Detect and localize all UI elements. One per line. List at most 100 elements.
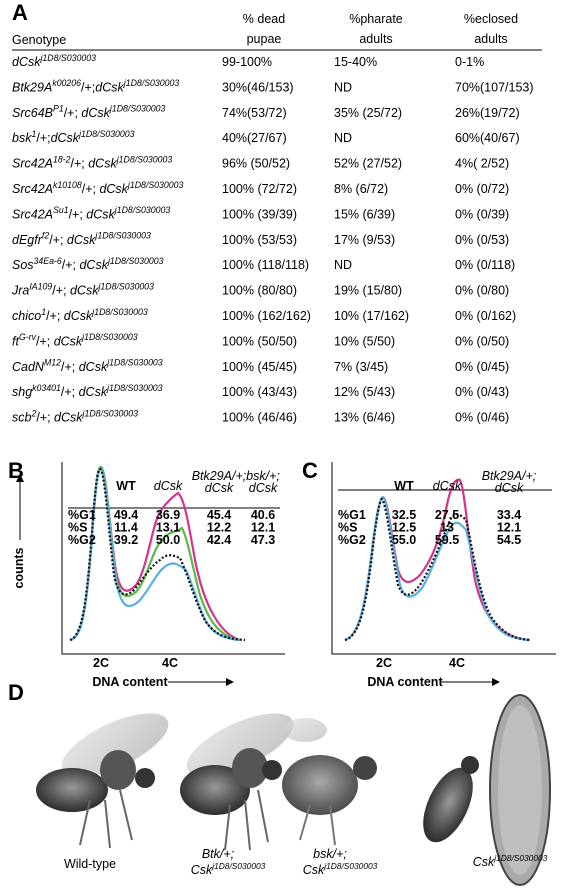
genotype: JraIA109/+; dCskj1D8/S030003: [11, 281, 154, 297]
text-segment: ft: [12, 334, 19, 348]
cell: 0% (0/72): [455, 182, 509, 196]
cell: 13% (6/46): [334, 411, 395, 425]
cell: 26%(19/72): [455, 106, 520, 120]
cell: 19% (15/80): [334, 284, 402, 298]
text-segment: j1D8/S030003: [82, 408, 139, 418]
genotype: Src42Ak10108/+; dCskj1D8/S030003: [12, 180, 184, 196]
column-header: Btk29A/+;: [192, 469, 247, 483]
cell: 42.4: [207, 533, 231, 547]
cell: 32.5: [392, 508, 416, 522]
cell: 0% (0/162): [455, 309, 516, 323]
column-header: %pharate: [349, 12, 403, 26]
fly-legs: [79, 789, 133, 849]
text-segment: Src42A: [12, 157, 53, 171]
text-segment: dEgfr: [12, 233, 43, 247]
text-segment: /+;: [36, 131, 50, 145]
text-segment: 18-2: [53, 154, 71, 164]
cell: 12.1: [497, 521, 521, 535]
cell: ND: [334, 80, 352, 94]
text-segment: G-rv: [19, 332, 37, 342]
text-segment: j1D8/S030003: [123, 78, 180, 88]
text-segment: P1: [53, 104, 64, 114]
text-segment: j1D8/S030003: [323, 861, 377, 871]
text-segment: chico: [12, 309, 41, 323]
fly-head: [461, 756, 479, 774]
x-tick-label: 2C: [376, 656, 392, 670]
panel-label: B: [8, 458, 24, 483]
cell: 8% (6/72): [334, 182, 388, 196]
x-tick-label: 4C: [162, 656, 178, 670]
text-segment: dCsk: [86, 207, 115, 221]
genotype: bsk1/+;dCskj1D8/S030003: [12, 129, 135, 145]
cell: 12.1: [251, 521, 275, 535]
text-segment: Csk: [191, 863, 213, 877]
text-segment: Wild-type: [64, 857, 116, 871]
text-segment: Src64B: [12, 106, 53, 120]
cell: 59.5: [435, 533, 459, 547]
genotype: chico1/+; dCskj1D8/S030003: [12, 307, 148, 323]
cell: 0% (0/39): [455, 207, 509, 221]
text-segment: j1D8/S030003: [91, 307, 148, 317]
cell: 70%(107/153): [455, 80, 534, 94]
text-segment: dCsk: [51, 131, 80, 145]
x-tick-label: 2C: [93, 656, 109, 670]
cell: 17% (9/53): [334, 233, 395, 247]
text-segment: /+;: [61, 360, 79, 374]
column-header: %eclosed: [464, 12, 518, 26]
genotype: Sos34Ea-6/+; dCskj1D8/S030003: [12, 256, 164, 272]
cell: 36.9: [156, 508, 180, 522]
fly-legs: [299, 804, 336, 846]
panel-label: A: [12, 0, 28, 25]
text-segment: f2: [42, 231, 49, 241]
column-header: Genotype: [12, 33, 66, 47]
column-header: bsk/+;: [246, 469, 280, 483]
column-header: Btk29A/+;: [482, 469, 537, 483]
cell: 47.3: [251, 533, 275, 547]
text-segment: j1D8/S030003: [109, 104, 166, 114]
cell: 0% (0/45): [455, 360, 509, 374]
row-label: %S: [68, 521, 87, 535]
text-segment: /+;: [62, 258, 80, 272]
fly-body: [423, 767, 473, 843]
text-segment: Su1: [53, 205, 69, 215]
cell: 60%(40/67): [455, 131, 520, 145]
column-header: dCsk: [433, 479, 462, 493]
fly-head: [262, 760, 282, 780]
column-header: WT: [116, 479, 136, 493]
cell: 100% (43/43): [222, 385, 297, 399]
fly-head: [135, 768, 155, 788]
column-header: dCsk: [154, 479, 183, 493]
cell: 13.1: [156, 521, 180, 535]
cell: 54.5: [497, 533, 521, 547]
cell: 100% (162/162): [222, 309, 311, 323]
fly-body: [282, 755, 358, 815]
cell: 0% (0/46): [455, 411, 509, 425]
cell: 0% (0/50): [455, 334, 509, 348]
cell: 74%(53/72): [222, 106, 287, 120]
cell: 12.2: [207, 521, 231, 535]
curve: [69, 467, 246, 642]
text-segment: scb: [12, 411, 32, 425]
genotype: CadNM12/+; dCskj1D8/S030003: [12, 358, 163, 374]
column-header: dCsk: [205, 481, 234, 495]
text-segment: 2: [30, 408, 36, 418]
cell: ND: [334, 131, 352, 145]
fly-thorax: [232, 748, 268, 788]
caption: bsk/+;: [313, 847, 347, 861]
text-segment: Sos: [12, 258, 34, 272]
text-segment: dCsk: [79, 258, 108, 272]
text-segment: k10108: [53, 180, 82, 190]
cell: 55.0: [392, 533, 416, 547]
text-segment: 34Ea-6: [34, 256, 62, 266]
cell: 10% (5/50): [334, 334, 395, 348]
pupa-highlight: [498, 705, 542, 875]
text-segment: M12: [44, 358, 61, 368]
text-segment: j1D8/S030003: [39, 53, 96, 63]
text-segment: /+;: [69, 207, 87, 221]
text-segment: Src42A: [12, 207, 53, 221]
text-segment: bsk: [12, 131, 32, 145]
cell: 100% (46/46): [222, 411, 297, 425]
cell: 30%(46/153): [222, 80, 294, 94]
cell: 45.4: [207, 508, 231, 522]
text-segment: dCsk: [54, 411, 83, 425]
